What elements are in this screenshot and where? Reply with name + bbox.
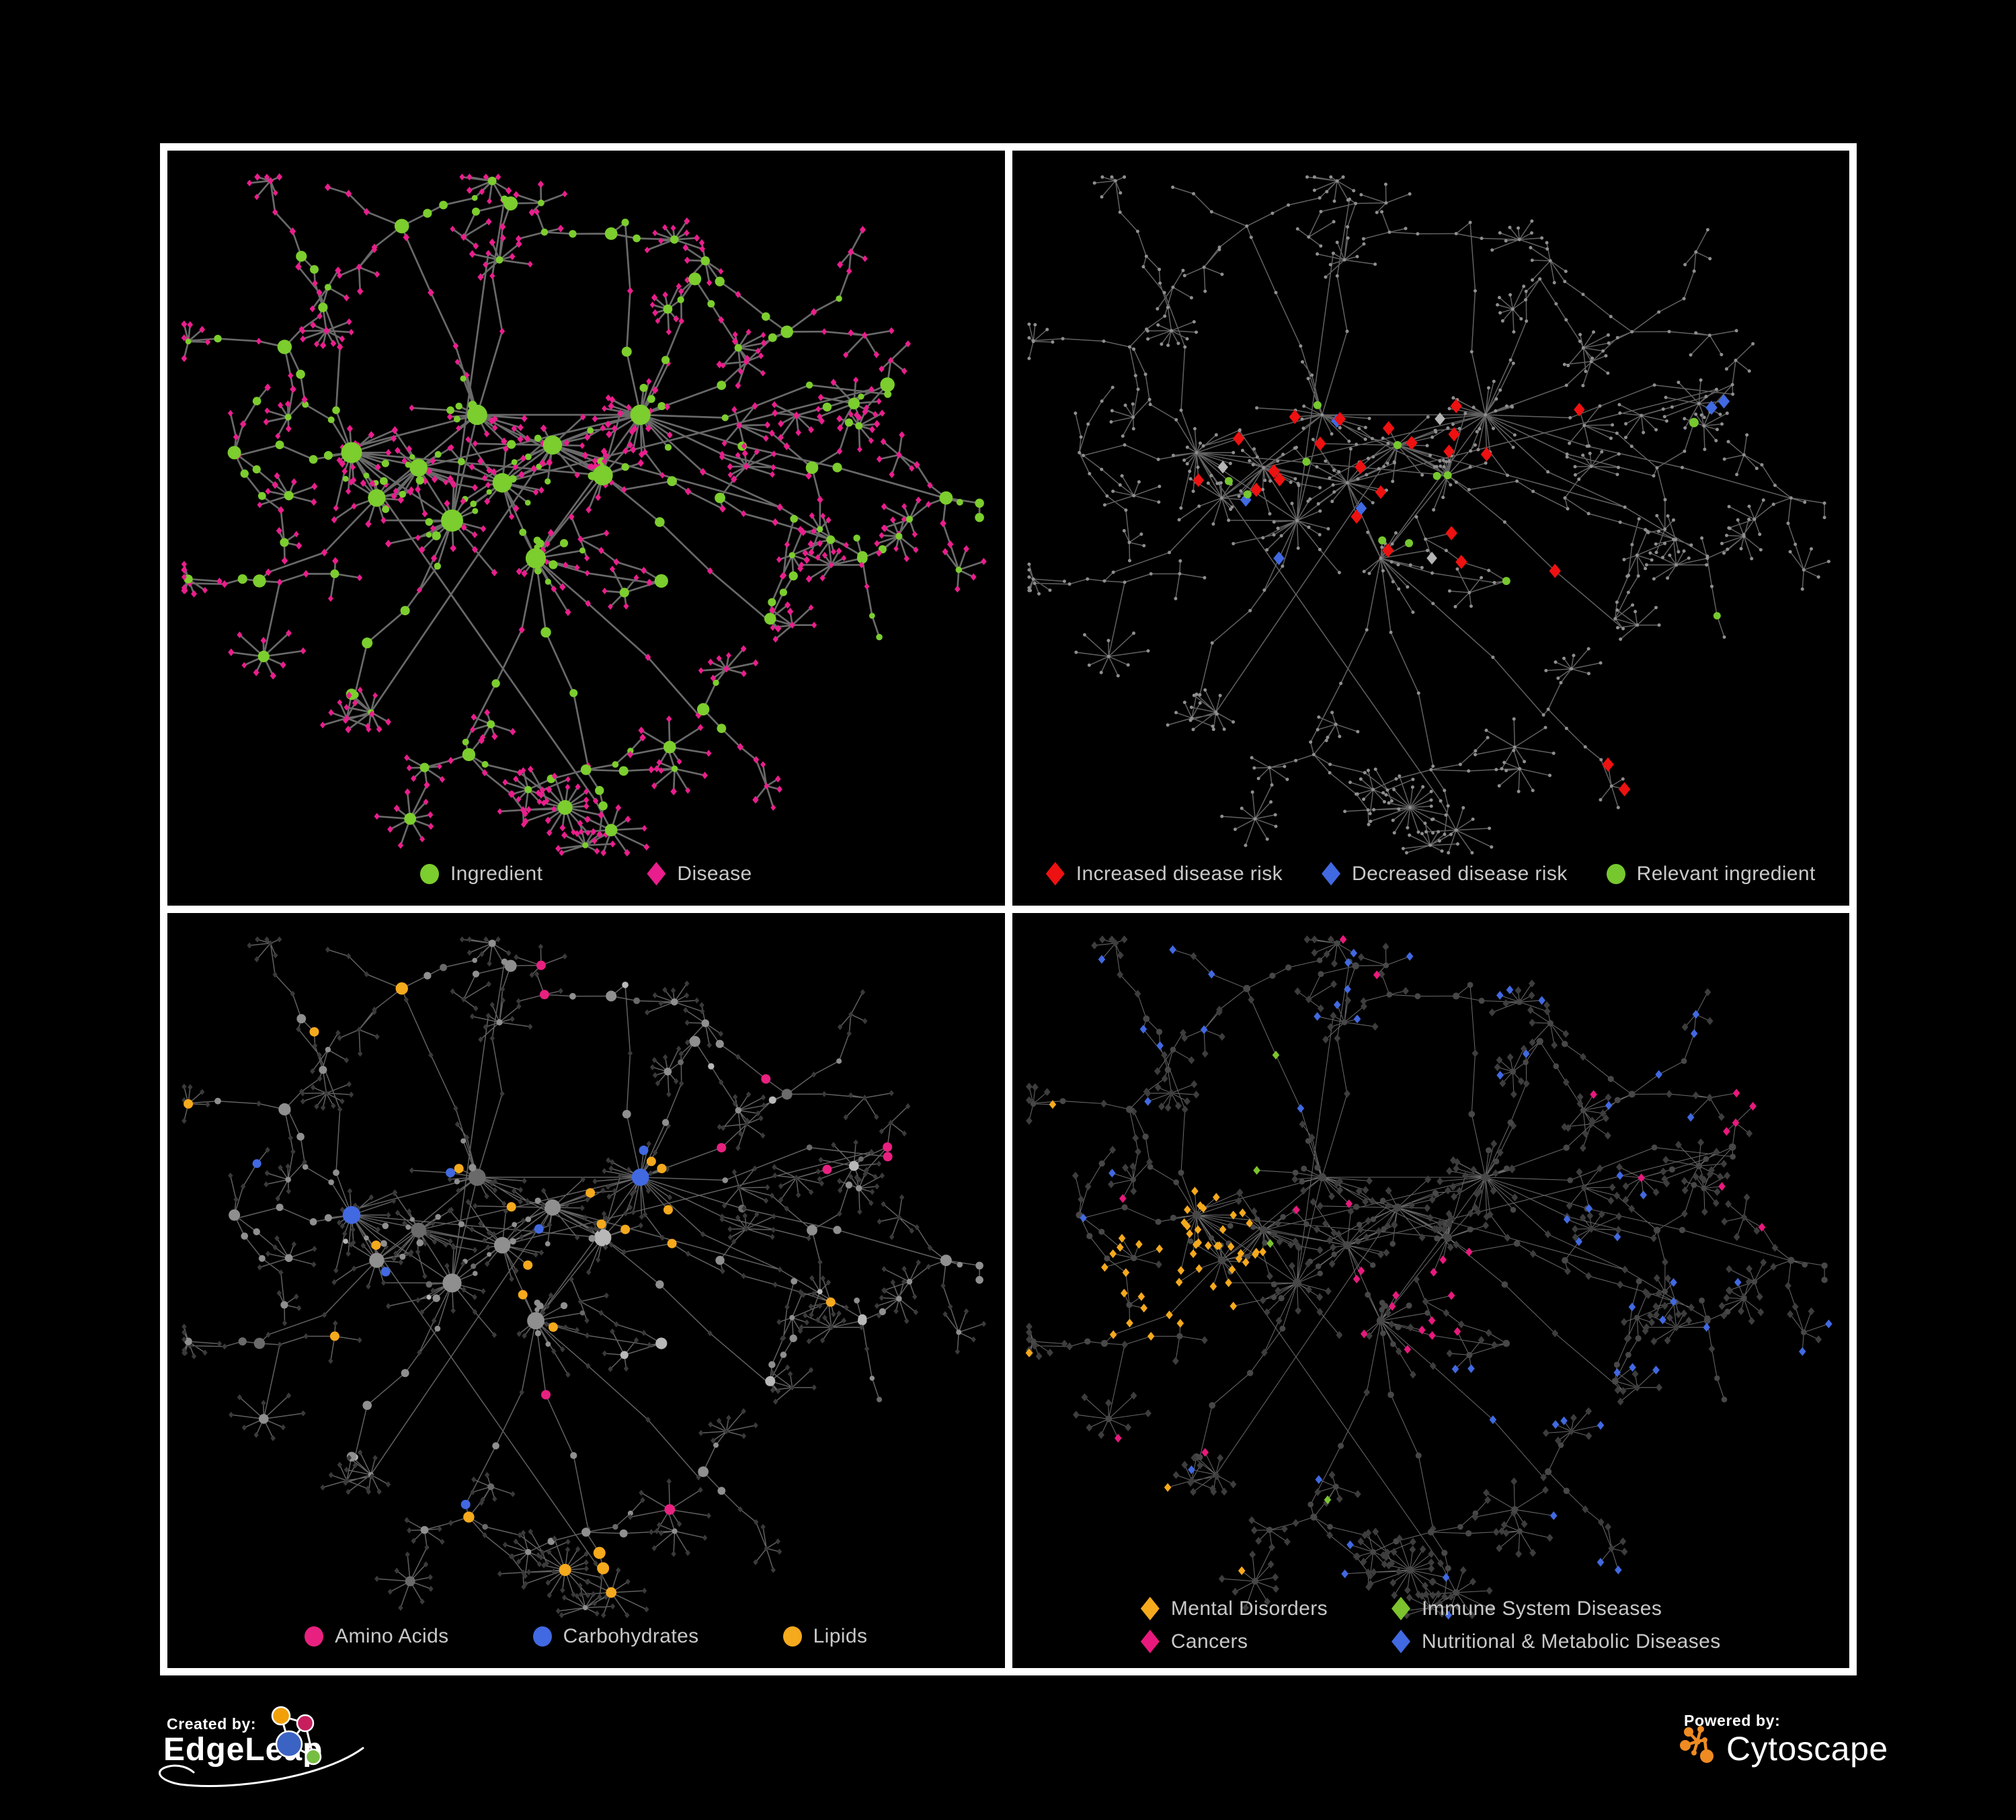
network-graph-disease-categories: [1025, 935, 1832, 1620]
legend-item-mental-disorders: Mental Disorders: [1140, 1597, 1328, 1620]
legend-item-decreased-disease-risk: Decreased disease risk: [1322, 862, 1568, 885]
legend-marker-diamond-icon: [1392, 1597, 1410, 1620]
edgeleap-swoosh-icon: [159, 1747, 364, 1788]
panel-ingredient-disease: Ingredient Disease: [167, 151, 1005, 906]
legend-label: Cancers: [1170, 1630, 1248, 1653]
legend-item-disease: Disease: [647, 862, 752, 885]
legend-label: Carbohydrates: [563, 1625, 699, 1647]
legend-marker-diamond-icon: [1392, 1630, 1410, 1653]
edgeleap-node-pink: [296, 1714, 315, 1733]
legend-marker-diamond-icon: [647, 862, 666, 885]
legend-label: Mental Disorders: [1170, 1597, 1328, 1620]
legend-label: Immune System Diseases: [1422, 1597, 1662, 1620]
network-graph-disease-risk: [1026, 175, 1830, 855]
legend-disease-categories: Mental Disorders Immune System Diseases Ca…: [1012, 1597, 1850, 1653]
edgeleap-logo-icon: [271, 1706, 322, 1766]
network-graph-ingredient-disease: [181, 173, 987, 857]
edgeleap-node-green: [305, 1748, 322, 1766]
network-graph-nutrient-classes: [182, 936, 987, 1618]
legend-label: Increased disease risk: [1076, 862, 1283, 885]
legend-disease-risk: Increased disease risk Decreased disease …: [1012, 862, 1850, 885]
legend-item-increased-disease-risk: Increased disease risk: [1045, 862, 1283, 885]
legend-item-relevant-ingredient: Relevant ingredient: [1606, 862, 1816, 885]
legend-item-amino-acids: Amino Acids: [305, 1625, 448, 1648]
legend-ingredient-disease: Ingredient Disease: [167, 862, 1005, 885]
legend-marker-circle-icon: [305, 1626, 324, 1647]
legend-item-cancers: Cancers: [1140, 1630, 1328, 1653]
legend-marker-diamond-icon: [1140, 1630, 1160, 1653]
panel-nutrient-classes: Amino Acids Carbohydrates Lipids: [167, 913, 1005, 1668]
panel-grid: Ingredient Disease Increased disease risk…: [160, 143, 1857, 1675]
legend-item-carbohydrates: Carbohydrates: [532, 1625, 699, 1648]
legend-item-nutritional-metabolic-diseases: Nutritional & Metabolic Diseases: [1392, 1630, 1721, 1653]
edgeleap-node-orange: [271, 1706, 291, 1726]
panel-disease-risk: Increased disease risk Decreased disease …: [1012, 151, 1850, 906]
edgeleap-node-blue: [275, 1730, 303, 1758]
legend-label: Decreased disease risk: [1352, 862, 1568, 885]
legend-marker-circle-icon: [532, 1626, 552, 1647]
created-by-label: Created by:: [167, 1715, 257, 1733]
legend-marker-circle-icon: [782, 1626, 802, 1647]
legend-label: Relevant ingredient: [1636, 862, 1816, 885]
legend-marker-diamond-icon: [1322, 862, 1341, 885]
legend-marker-circle-icon: [1606, 863, 1625, 884]
legend-item-immune-system-diseases: Immune System Diseases: [1392, 1597, 1721, 1620]
legend-nutrient-classes: Amino Acids Carbohydrates Lipids: [167, 1625, 1005, 1648]
legend-marker-diamond-icon: [1045, 862, 1065, 885]
cytoscape-logo-icon: [1680, 1726, 1713, 1763]
cytoscape-logo-text: Cytoscape: [1726, 1730, 1888, 1768]
legend-label: Nutritional & Metabolic Diseases: [1422, 1630, 1721, 1653]
legend-item-lipids: Lipids: [782, 1625, 868, 1648]
legend-marker-diamond-icon: [1140, 1597, 1160, 1620]
legend-item-ingredient: Ingredient: [419, 862, 543, 885]
legend-label: Lipids: [813, 1625, 868, 1647]
legend-marker-circle-icon: [419, 863, 439, 884]
legend-label: Amino Acids: [335, 1625, 449, 1647]
legend-label: Disease: [677, 862, 752, 885]
legend-label: Ingredient: [450, 862, 543, 885]
panel-disease-categories: Mental Disorders Immune System Diseases Ca…: [1012, 913, 1850, 1668]
